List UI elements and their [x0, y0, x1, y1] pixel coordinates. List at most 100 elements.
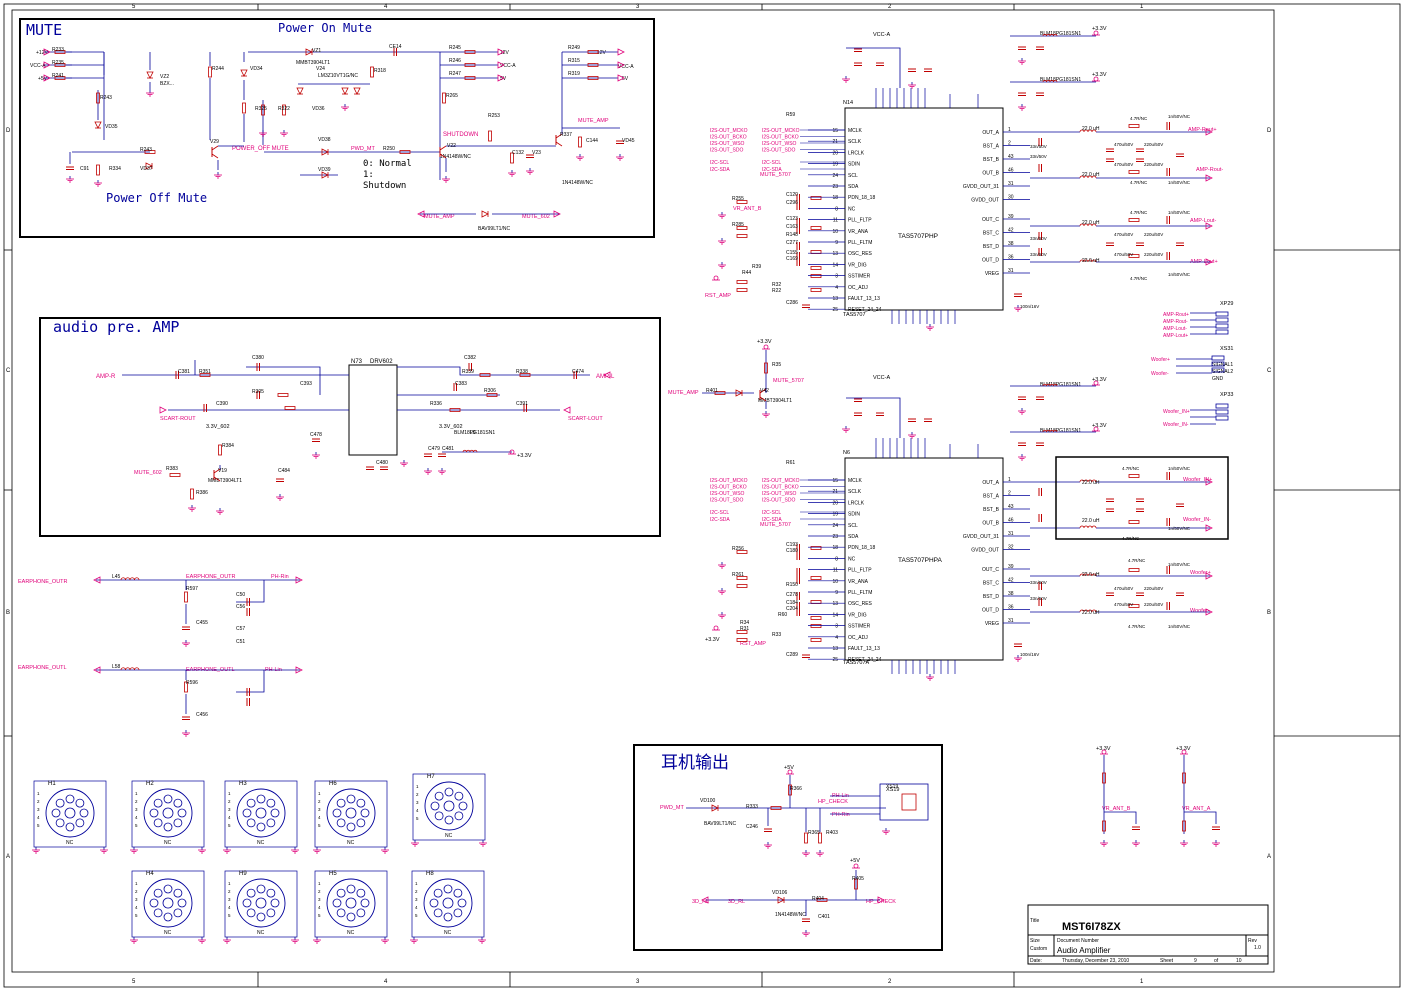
connector-pin [1211, 367, 1225, 373]
resistor [519, 373, 531, 377]
net-arrow [43, 48, 51, 56]
mount-hole-pad [360, 808, 370, 818]
mount-hole-pad [173, 818, 183, 828]
part-value: 1N4148W/NC [440, 154, 471, 160]
mount-hole-pad [246, 798, 256, 808]
wire [846, 397, 901, 438]
border-letter: D [6, 128, 11, 134]
ref-designator: V19 [218, 468, 227, 474]
woofer-p-net: Woofer+ [1151, 357, 1170, 363]
resistor [184, 591, 188, 603]
part-value: 22.0 uH [1082, 572, 1100, 578]
ic-pin-name: OC_ADJ [848, 285, 868, 291]
ref-designator: VD39 [318, 167, 331, 173]
ref-designator: C393 [300, 381, 312, 387]
mount-hole-pad [246, 818, 256, 828]
i2s-net: I2C-SCL [710, 510, 729, 516]
ref-designator: R322 [278, 106, 290, 112]
ph-rin-net: PH-Rin [832, 812, 850, 818]
ref-designator: BZX... [160, 81, 174, 87]
part-value: 1n/50V/NC [1168, 624, 1191, 629]
mount-hole-pin: 5 [228, 913, 231, 918]
ref-designator: R241 [52, 73, 64, 79]
mount-hole-pad [255, 807, 267, 819]
ref-designator: R305 [252, 389, 264, 395]
resistor [736, 200, 748, 204]
mount-hole: H8 NC 1 2 3 4 5 [411, 870, 485, 938]
date-value: Thursday, December 23, 2010 [1062, 958, 1129, 964]
ic-pin-name: VR_ANA [848, 229, 869, 235]
mount-hole-pin: 2 [135, 799, 138, 804]
ref-designator: R306 [484, 388, 496, 394]
wire [846, 47, 901, 88]
ref-designator: R249 [568, 45, 580, 51]
net-arrow [877, 896, 885, 904]
border-number: 3 [636, 979, 640, 985]
border-number: 2 [888, 4, 892, 10]
mount-hole-pad [173, 798, 183, 808]
ic-pin-name: MCLK [848, 478, 863, 484]
mount-hole-nc: NC [347, 930, 355, 936]
mount-hole-pin: 2 [318, 799, 321, 804]
mount-hole-pin: 2 [37, 799, 40, 804]
net-arrow [43, 61, 51, 69]
transistor [759, 396, 767, 402]
border-number: 4 [384, 4, 388, 10]
ic-pin-number: 38 [1008, 591, 1014, 597]
resistor [184, 681, 188, 693]
ref-designator: R325 [255, 106, 267, 112]
ic-pin-number: 30 [1008, 195, 1014, 201]
mount-hole-pad [454, 811, 464, 821]
part-layer [32, 30, 1229, 944]
ref-designator: R33 [772, 632, 781, 638]
net-arrow [1205, 608, 1213, 616]
earphone-outr-net: EARPHONE_OUTR [186, 574, 236, 580]
ic-pin-name: SCLK [848, 139, 862, 145]
mount-hole-pad [177, 898, 187, 908]
ref-designator: R44 [742, 270, 751, 276]
diode [145, 162, 153, 170]
inductor [1079, 175, 1097, 179]
ref-designator: R401 [706, 388, 718, 394]
i2s-net: I2C-SCL [762, 160, 781, 166]
rail-label: +5V [784, 765, 794, 771]
rail-label: +5V [850, 858, 860, 864]
ic-pin-name: BST_C [983, 231, 1000, 237]
drv602-part: DRV602 [370, 359, 393, 365]
woofer-n-net: Woofer- [1151, 371, 1169, 377]
resistor [736, 630, 748, 634]
ic-pin-number: 36 [1008, 605, 1014, 611]
mount-hole-pin: 4 [318, 905, 321, 910]
rail-label: 12V [500, 50, 510, 56]
ref-designator: R597 [186, 586, 198, 592]
mount-hole-pad [266, 818, 276, 828]
rail-label: VCC-A [873, 32, 890, 38]
diode [321, 171, 329, 179]
mount-hole-pad [270, 898, 280, 908]
part-value: 220u/50V [1144, 602, 1163, 607]
ref-designator: R403 [826, 830, 838, 836]
mount-hole-nc: NC [257, 930, 265, 936]
inductor [120, 577, 140, 581]
mount-hole-ring [424, 781, 474, 831]
resistor [810, 266, 822, 270]
part-value: 1n/50V/NC [1168, 562, 1191, 567]
ref-designator: R333 [746, 804, 758, 810]
mount-hole-pad [65, 794, 75, 804]
ref-designator: R247 [449, 71, 461, 77]
mount-hole-pin: 5 [416, 816, 419, 821]
resistor [587, 50, 599, 54]
power-rail [763, 344, 769, 350]
ref-designator: C246 [746, 824, 758, 830]
amp-l-net: AMP-L [596, 374, 615, 380]
rail-label: 5V [622, 76, 629, 82]
mount-hole-ref: H2 [146, 781, 154, 787]
mount-hole-pin: 5 [228, 823, 231, 828]
ic-pin-name: OC_ADJ [848, 635, 868, 641]
hp-check-net: HP_CHECK [866, 899, 896, 905]
ref-designator: C50 [236, 592, 245, 598]
resistor [764, 362, 768, 374]
mount-hole-frame [224, 780, 298, 848]
ref-designator: VD34 [250, 66, 263, 72]
mount-hole-pad [454, 791, 464, 801]
